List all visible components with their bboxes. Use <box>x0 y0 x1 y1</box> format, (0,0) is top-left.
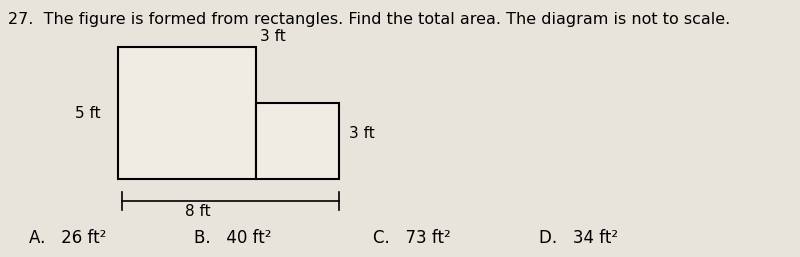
Text: 27.  The figure is formed from rectangles. Find the total area. The diagram is n: 27. The figure is formed from rectangles… <box>8 12 730 26</box>
Text: 8 ft: 8 ft <box>185 204 210 219</box>
Text: C.   73 ft²: C. 73 ft² <box>374 229 451 247</box>
Text: 5 ft: 5 ft <box>74 106 100 121</box>
Bar <box>118 47 256 179</box>
Text: 3 ft: 3 ft <box>350 126 375 141</box>
Text: D.   34 ft²: D. 34 ft² <box>538 229 618 247</box>
Text: B.   40 ft²: B. 40 ft² <box>194 229 272 247</box>
Text: 3 ft: 3 ft <box>260 30 286 44</box>
Bar <box>256 103 339 179</box>
Text: A.   26 ft²: A. 26 ft² <box>29 229 106 247</box>
